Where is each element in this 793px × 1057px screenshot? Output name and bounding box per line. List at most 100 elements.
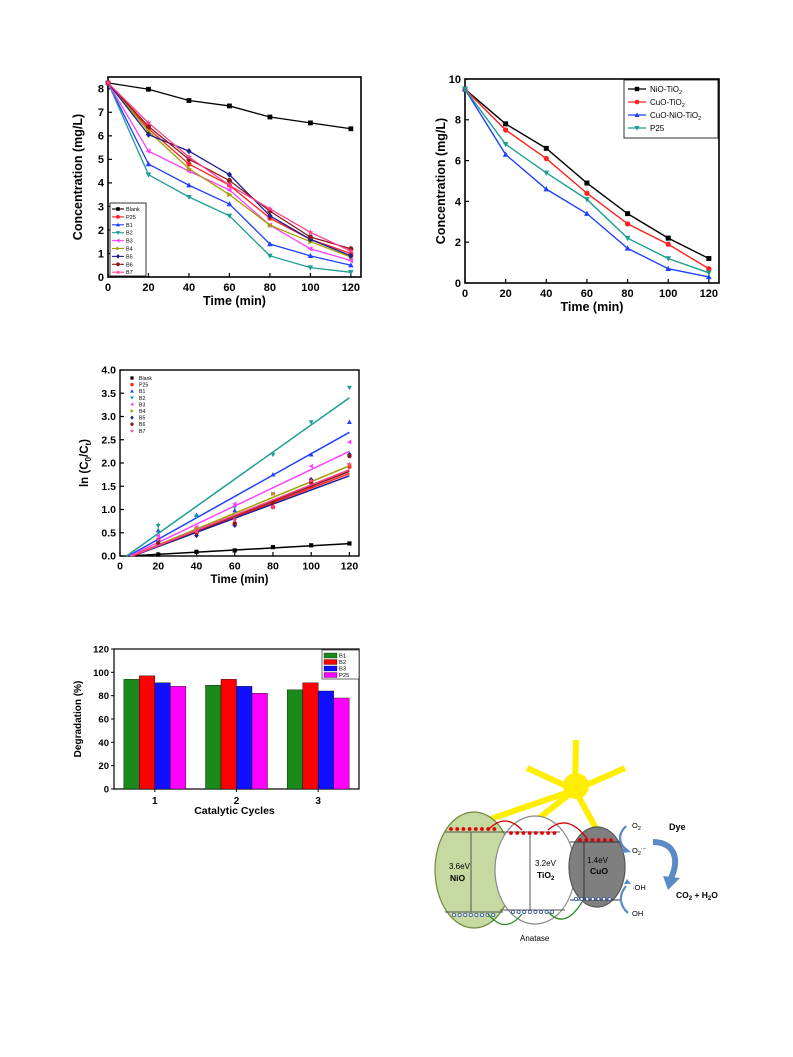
y-tick-label: 0 <box>104 785 109 796</box>
x-tick-label: 120 <box>341 561 359 573</box>
data-point <box>270 472 276 477</box>
y-axis-label-part: ln (C <box>79 461 91 487</box>
hole <box>550 910 555 915</box>
legend-marker <box>130 396 134 400</box>
fit-line <box>127 431 350 557</box>
fit-line <box>130 465 350 557</box>
legend-label: B7 <box>126 270 133 276</box>
data-point <box>665 241 671 247</box>
products-label: CO2 + H2O <box>676 890 718 902</box>
electron <box>473 827 478 831</box>
data-point <box>706 256 712 262</box>
legend-marker <box>130 382 134 387</box>
bar <box>170 686 187 790</box>
bar <box>317 690 334 790</box>
legend-marker <box>116 262 120 267</box>
bar <box>302 682 319 790</box>
y-tick-label: 80 <box>98 691 109 702</box>
legend-label-text: P25 <box>650 124 665 133</box>
bar <box>154 682 171 790</box>
y-tick-label: 6 <box>98 131 104 143</box>
y-tick-label: 1.5 <box>101 481 116 493</box>
data-point <box>503 121 509 127</box>
data-point <box>186 161 192 167</box>
data-point <box>232 517 238 522</box>
data-point <box>227 103 232 109</box>
data-point <box>347 453 352 459</box>
legend-label: NiO-TiO2 <box>650 85 682 96</box>
data-point <box>194 514 199 519</box>
data-point <box>348 262 354 268</box>
bar <box>333 697 350 790</box>
legend-marker <box>116 246 121 251</box>
superoxide-label: O2·− <box>632 846 646 857</box>
fit-line <box>126 397 350 557</box>
legend-marker <box>130 428 134 433</box>
legend-label-text: CuO-NiO-TiO <box>650 111 698 120</box>
data-point <box>145 123 151 129</box>
data-point <box>348 270 354 276</box>
cuo-name-label: CuO <box>590 866 608 876</box>
y-tick-label: 100 <box>93 668 109 679</box>
x-tick-label: 80 <box>264 282 276 294</box>
legend-label: B1 <box>126 223 133 229</box>
data-point <box>266 205 273 212</box>
data-point <box>705 273 712 280</box>
data-point <box>226 182 233 188</box>
electron <box>596 838 601 842</box>
data-point <box>270 504 276 510</box>
data-point <box>584 210 590 216</box>
hole <box>510 910 515 915</box>
legend-label: B5 <box>139 416 145 422</box>
data-point <box>543 170 550 176</box>
cuo-gap-label: 1.4eV <box>587 856 609 865</box>
data-point <box>185 153 192 160</box>
electron <box>546 831 551 835</box>
data-point <box>347 247 354 254</box>
data-point <box>502 151 509 157</box>
chart-c-kinetics: 0 20 40 60 80 100 120 0.0 0.5 1.0 1.5 2.0 2.5 3.0 3.5 4… <box>79 365 360 586</box>
data-point <box>232 548 237 553</box>
x-tick-label: 0 <box>117 561 123 573</box>
hole <box>539 910 544 915</box>
data-point <box>706 266 712 272</box>
hole <box>491 913 496 918</box>
data-point <box>624 245 631 251</box>
data-point <box>624 235 631 242</box>
plot-frame <box>464 78 720 284</box>
hole <box>463 913 468 918</box>
data-point <box>193 529 200 535</box>
hole <box>522 910 527 915</box>
x-tick-label: 2 <box>234 796 240 807</box>
y-tick-label: 2.5 <box>101 434 116 446</box>
data-point <box>307 234 313 240</box>
electron <box>449 827 453 831</box>
hole <box>527 910 532 915</box>
y-tick-label: 40 <box>98 738 109 749</box>
legend-label: CuO-NiO-TiO2 <box>650 111 701 122</box>
x-tick-label: 100 <box>659 288 677 300</box>
data-point <box>156 552 161 557</box>
data-point <box>346 439 352 445</box>
data-point <box>502 142 509 148</box>
data-point <box>543 186 550 192</box>
chart-d-recycling-bars: 0 20 40 60 80 100 120 1 2 3 Catalytic Cycles Degrad… <box>73 645 360 817</box>
legend-marker <box>115 222 121 227</box>
y-axis-label: Concentration (mg/L) <box>71 114 85 240</box>
data-point <box>584 190 590 196</box>
data-point <box>270 452 276 458</box>
tio2-name-label: TiO2 <box>537 870 555 882</box>
y-tick-label: 4 <box>455 196 462 208</box>
data-point <box>348 252 354 259</box>
electron <box>552 831 557 835</box>
y-tick-label: 2 <box>455 237 461 249</box>
legend-marker <box>634 99 640 105</box>
legend-marker <box>130 389 134 393</box>
legend-label-subscript: 2 <box>682 103 685 109</box>
y-axis-label: Concentration (mg/L) <box>434 118 448 244</box>
x-tick-label: 60 <box>581 288 593 300</box>
electron <box>480 827 484 831</box>
legend-label: B4 <box>126 247 133 253</box>
data-point <box>309 543 314 548</box>
x-axis-label: Catalytic Cycles <box>194 805 275 817</box>
